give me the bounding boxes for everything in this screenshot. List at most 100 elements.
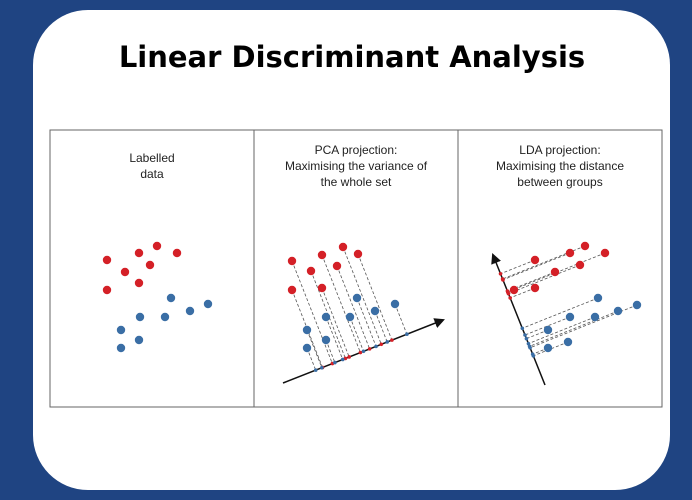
red-point: [353, 249, 363, 259]
panel-caption: the whole set: [321, 175, 392, 189]
red-point: [530, 283, 540, 293]
projection-line: [502, 252, 571, 281]
blue-point: [563, 337, 573, 347]
blue-point: [135, 312, 145, 322]
red-point: [287, 285, 297, 295]
blue-point: [543, 325, 553, 335]
lda-axis: [491, 253, 546, 386]
projected-point: [379, 342, 384, 347]
blue-point: [632, 300, 642, 310]
projection-line: [508, 264, 581, 294]
projection-line: [528, 316, 596, 344]
projection-line: [524, 316, 571, 336]
red-point: [530, 255, 540, 265]
projection-line: [356, 297, 377, 347]
projection-line: [321, 254, 361, 353]
blue-point: [613, 306, 623, 316]
red-point: [575, 260, 585, 270]
projection-line: [325, 316, 344, 360]
projection-line: [325, 339, 336, 363]
projected-point: [526, 341, 531, 346]
projected-point: [524, 336, 529, 341]
red-point: [134, 248, 144, 258]
panel-caption: between groups: [517, 175, 602, 189]
blue-point: [590, 312, 600, 322]
projection-line: [306, 347, 317, 371]
blue-point: [321, 335, 331, 345]
projected-point: [313, 368, 318, 372]
projected-point: [500, 277, 505, 281]
blue-point: [370, 306, 380, 316]
red-point: [120, 267, 130, 277]
projected-point: [390, 338, 394, 342]
red-point: [145, 260, 155, 270]
red-point: [332, 261, 342, 271]
projected-point: [405, 332, 409, 337]
blue-point: [166, 293, 176, 303]
projection-line: [526, 329, 549, 339]
projected-point: [506, 290, 510, 295]
blue-point: [543, 343, 553, 353]
projected-point: [367, 347, 372, 351]
blue-point: [565, 312, 575, 322]
projected-point: [361, 349, 366, 354]
red-point: [287, 256, 297, 266]
projected-point: [333, 360, 337, 365]
red-point: [102, 255, 112, 265]
projected-point: [530, 352, 535, 356]
red-point: [550, 267, 560, 277]
blue-point: [390, 299, 400, 309]
blue-point: [345, 312, 355, 322]
projected-point: [347, 355, 351, 359]
blue-point: [302, 325, 312, 335]
blue-point: [203, 299, 213, 309]
projected-point: [523, 333, 527, 337]
red-point: [134, 278, 144, 288]
projected-point: [320, 365, 324, 370]
panel-caption: Labelled: [129, 151, 174, 165]
projection-line: [357, 253, 393, 341]
projection-line: [374, 310, 388, 343]
projected-point: [385, 340, 389, 344]
red-point: [509, 285, 519, 295]
projection-line: [342, 246, 382, 345]
projection-line: [510, 287, 536, 299]
red-point: [172, 248, 182, 258]
projection-line: [306, 329, 323, 368]
projected-point: [343, 356, 348, 361]
panel-caption: data: [140, 167, 164, 181]
red-point: [152, 241, 162, 251]
projected-point: [498, 271, 503, 276]
blue-point: [116, 343, 126, 353]
panel-caption: Maximising the variance of: [285, 159, 428, 173]
projected-point: [358, 350, 363, 355]
projection-line: [529, 310, 619, 347]
red-point: [338, 242, 348, 252]
projection-line: [529, 304, 638, 349]
blue-point: [321, 312, 331, 322]
red-point: [600, 248, 610, 258]
projected-point: [374, 344, 378, 349]
blue-point: [185, 306, 195, 316]
blue-point: [116, 325, 126, 335]
red-point: [102, 285, 112, 295]
projection-line: [291, 260, 333, 364]
blue-point: [160, 312, 170, 322]
panel-caption: Maximising the distance: [496, 159, 624, 173]
blue-point: [352, 293, 362, 303]
red-point: [565, 248, 575, 258]
projected-point: [508, 296, 512, 300]
title: Linear Discriminant Analysis: [119, 40, 585, 74]
red-point: [317, 250, 327, 260]
panel-caption: PCA projection:: [315, 143, 398, 157]
projection-line: [394, 303, 408, 335]
projected-point: [520, 326, 525, 331]
panel-caption: LDA projection:: [519, 143, 600, 157]
projection-line: [522, 297, 599, 329]
blue-point: [134, 335, 144, 345]
blue-point: [593, 293, 603, 303]
projection-line: [500, 259, 536, 275]
blue-point: [302, 343, 312, 353]
